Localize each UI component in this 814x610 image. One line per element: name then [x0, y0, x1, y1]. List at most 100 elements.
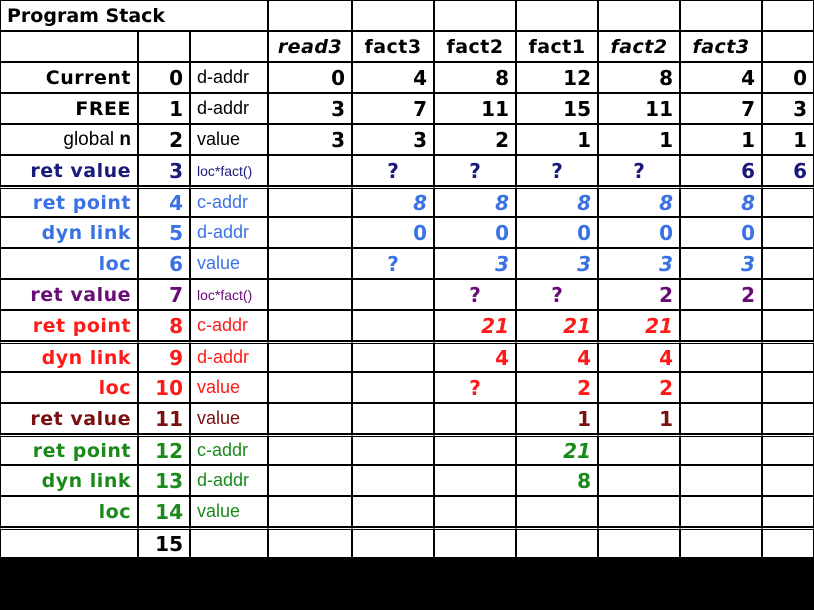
address-cell: 0 [138, 62, 190, 93]
value-cell [762, 434, 814, 465]
value-cell [762, 372, 814, 403]
empty-cell [762, 31, 814, 62]
row-label: Current [0, 62, 138, 93]
value-cell: 3 [680, 248, 763, 279]
row-label: ret point [0, 310, 138, 341]
value-cell [352, 496, 435, 527]
value-cell: 8 [516, 186, 599, 217]
address-cell: 9 [138, 341, 190, 372]
value-cell [268, 217, 353, 248]
value-cell: 8 [434, 186, 517, 217]
value-cell: ? [434, 279, 517, 310]
row-label: ret value [0, 279, 138, 310]
value-cell [268, 496, 353, 527]
value-cell: 0 [598, 217, 681, 248]
empty-cell [762, 0, 814, 31]
empty-cell [598, 0, 681, 31]
value-cell: 0 [268, 62, 353, 93]
value-cell: 21 [598, 310, 681, 341]
unit-cell: d-addr [190, 93, 269, 124]
row-label: loc [0, 372, 138, 403]
value-cell [680, 496, 763, 527]
value-cell: 0 [516, 217, 599, 248]
value-cell [268, 403, 353, 434]
value-cell [352, 527, 435, 558]
value-cell [762, 496, 814, 527]
value-cell [268, 279, 353, 310]
empty-cell [0, 31, 138, 62]
value-cell: 1 [516, 124, 599, 155]
value-cell: 8 [352, 186, 435, 217]
value-cell: 3 [268, 124, 353, 155]
value-cell: ? [516, 279, 599, 310]
empty-cell [680, 0, 763, 31]
address-cell: 8 [138, 310, 190, 341]
address-cell: 3 [138, 155, 190, 186]
unit-cell: value [190, 248, 269, 279]
value-cell: 7 [680, 93, 763, 124]
address-cell: 6 [138, 248, 190, 279]
unit-cell: value [190, 124, 269, 155]
value-cell [516, 496, 599, 527]
value-cell [352, 403, 435, 434]
value-cell: 7 [352, 93, 435, 124]
value-cell: 3 [516, 248, 599, 279]
value-cell: 6 [680, 155, 763, 186]
value-cell: 1 [598, 403, 681, 434]
value-cell [762, 403, 814, 434]
address-cell: 14 [138, 496, 190, 527]
row-label: ret point [0, 434, 138, 465]
column-header-read3: read3 [268, 31, 353, 62]
value-cell: ? [598, 155, 681, 186]
address-cell: 12 [138, 434, 190, 465]
row-label: dyn link [0, 341, 138, 372]
value-cell: 1 [762, 124, 814, 155]
column-header-fact2-return: fact2 [598, 31, 681, 62]
row-label: FREE [0, 93, 138, 124]
address-cell: 5 [138, 217, 190, 248]
value-cell: 0 [762, 62, 814, 93]
value-cell: 0 [680, 217, 763, 248]
value-cell: 1 [680, 124, 763, 155]
value-cell [762, 465, 814, 496]
value-cell [352, 465, 435, 496]
empty-cell [190, 31, 269, 62]
value-cell [598, 465, 681, 496]
unit-cell: value [190, 403, 269, 434]
value-cell: 8 [598, 186, 681, 217]
value-cell [268, 372, 353, 403]
value-cell [268, 310, 353, 341]
value-cell [434, 465, 517, 496]
unit-cell: d-addr [190, 62, 269, 93]
value-cell: 11 [434, 93, 517, 124]
value-cell: 2 [680, 279, 763, 310]
value-cell [762, 341, 814, 372]
value-cell: 2 [516, 372, 599, 403]
address-cell: 2 [138, 124, 190, 155]
value-cell: 12 [516, 62, 599, 93]
value-cell [598, 527, 681, 558]
value-cell [268, 155, 353, 186]
value-cell [762, 186, 814, 217]
value-cell [598, 496, 681, 527]
value-cell: ? [516, 155, 599, 186]
row-label [0, 527, 138, 558]
address-cell: 11 [138, 403, 190, 434]
row-label: global n [0, 124, 138, 155]
value-cell [680, 465, 763, 496]
value-cell: 3 [598, 248, 681, 279]
value-cell: 6 [762, 155, 814, 186]
value-cell [268, 341, 353, 372]
unit-cell: c-addr [190, 310, 269, 341]
row-label: dyn link [0, 217, 138, 248]
unit-cell [190, 527, 269, 558]
value-cell: 3 [762, 93, 814, 124]
value-cell [680, 527, 763, 558]
value-cell [352, 279, 435, 310]
value-cell [680, 341, 763, 372]
value-cell [352, 434, 435, 465]
value-cell: 2 [598, 372, 681, 403]
column-header-fact3: fact3 [352, 31, 435, 62]
value-cell: ? [352, 155, 435, 186]
